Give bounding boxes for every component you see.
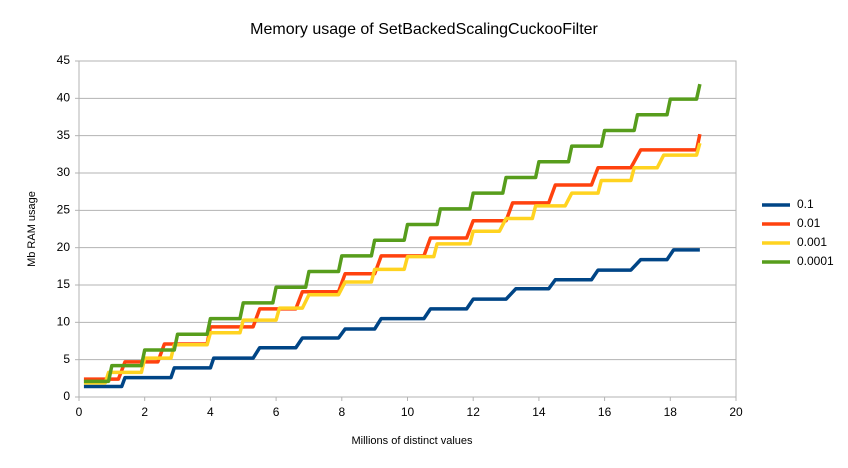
x-tick-label: 2 (141, 405, 148, 419)
x-tick-label: 16 (598, 405, 612, 419)
series-line (83, 248, 700, 389)
chart-title: Memory usage of SetBackedScalingCuckooFi… (250, 21, 598, 38)
plot-border (78, 60, 737, 398)
y-tick-label: 20 (57, 240, 71, 254)
y-tick-label: 30 (57, 165, 71, 179)
y-tick-label: 0 (63, 389, 70, 403)
x-tick-label: 8 (338, 405, 345, 419)
legend-label: 0.1 (797, 197, 814, 211)
x-tick-label: 10 (401, 405, 415, 419)
y-tick-label: 45 (57, 53, 71, 67)
x-tick-label: 0 (76, 405, 83, 419)
series-line (83, 83, 702, 384)
x-tick-label: 14 (532, 405, 546, 419)
x-axis-label: Millions of distinct values (351, 435, 473, 447)
y-tick-label: 35 (57, 128, 71, 142)
y-tick-label: 25 (57, 203, 71, 217)
series-line (83, 142, 702, 385)
y-tick-label: 15 (57, 277, 71, 291)
x-tick-label: 20 (729, 405, 743, 419)
legend-label: 0.001 (797, 235, 827, 249)
x-tick-label: 4 (207, 405, 214, 419)
legend-label: 0.01 (797, 216, 821, 230)
x-tick-label: 6 (273, 405, 280, 419)
legend-label: 0.0001 (797, 254, 834, 268)
y-tick-label: 5 (63, 352, 70, 366)
x-tick-label: 12 (467, 405, 481, 419)
y-tick-label: 40 (57, 91, 71, 105)
x-tick-label: 18 (664, 405, 678, 419)
y-axis-label: Mb RAM usage (26, 191, 38, 267)
y-tick-label: 10 (57, 315, 71, 329)
